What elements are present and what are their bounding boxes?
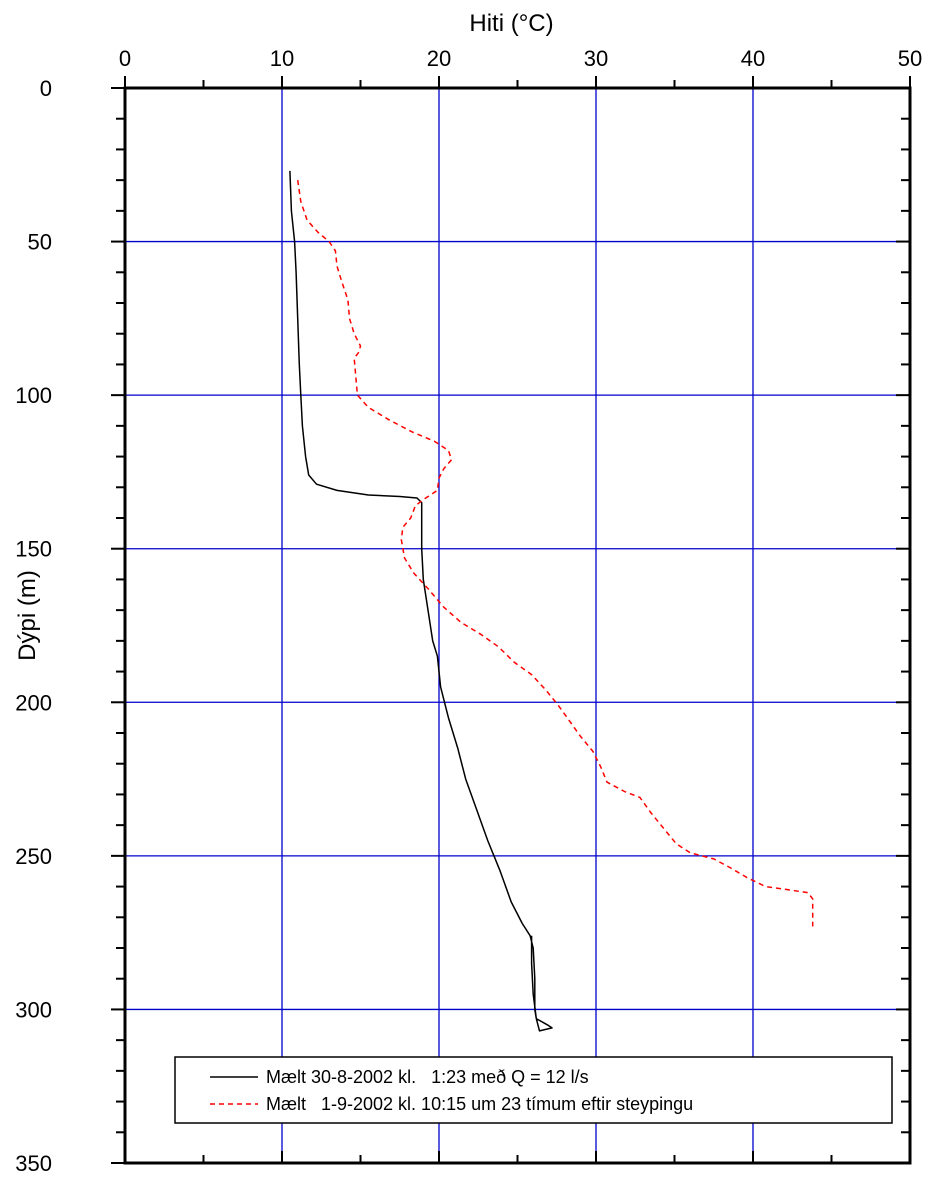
legend-box <box>174 1056 893 1124</box>
x-tick-label: 30 <box>584 46 608 71</box>
series-line-1 <box>296 179 814 927</box>
legend-label-measured-30-8: Mælt 30-8-2002 kl. 1:23 með Q = 12 l/s <box>266 1067 589 1087</box>
y-tick-label: 0 <box>40 76 52 101</box>
axis-ticks <box>111 76 911 1164</box>
y-tick-label: 250 <box>15 844 52 869</box>
series-lines <box>289 170 814 1032</box>
y-tick-label: 50 <box>28 230 52 255</box>
y-tick-label: 100 <box>15 383 52 408</box>
grid <box>125 88 910 1163</box>
x-tick-label: 10 <box>270 46 294 71</box>
x-tick-label: 50 <box>898 46 922 71</box>
x-axis-title: Hiti (°C) <box>469 10 553 37</box>
x-tick-label: 0 <box>119 46 131 71</box>
legend: Mælt 30-8-2002 kl. 1:23 með Q = 12 l/s M… <box>174 1056 893 1124</box>
y-tick-label: 300 <box>15 997 52 1022</box>
x-tick-label: 40 <box>741 46 765 71</box>
legend-label-measured-1-9: Mælt 1-9-2002 kl. 10:15 um 23 tímum efti… <box>266 1094 693 1114</box>
y-tick-label: 150 <box>15 537 52 562</box>
y-tick-label: 200 <box>15 690 52 715</box>
series-line-0 <box>289 170 553 1032</box>
plot-frame <box>123 86 912 1165</box>
tick-labels: 0 10 20 30 40 50 0 50 100 150 200 250 300 350 <box>15 46 922 1176</box>
y-tick-label: 350 <box>15 1151 52 1173</box>
x-tick-label: 20 <box>427 46 451 71</box>
y-axis-title: Dýpi (m) <box>14 570 41 661</box>
